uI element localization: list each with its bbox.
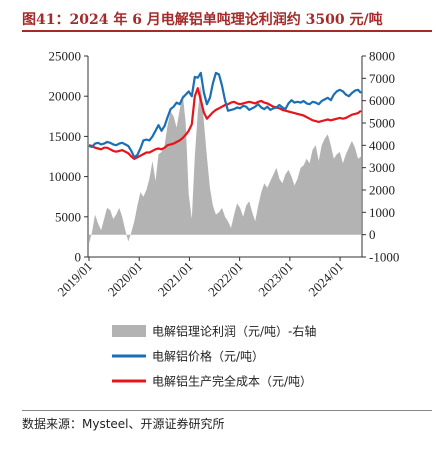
- x-tick-label: 2021/01: [155, 259, 196, 300]
- right-tick-label: 1000: [369, 205, 395, 220]
- chart-area: 0 5000 10000 15000 20000 25000 -1000 0 1000 2000 3…: [49, 49, 400, 389]
- title-underline: [22, 30, 432, 32]
- price-series-line: [88, 71, 362, 159]
- source-divider: [22, 410, 432, 411]
- left-tick-label: 0: [75, 250, 82, 265]
- legend-item-cost: 电解铝生产完全成本（元/吨）: [112, 374, 312, 389]
- right-tick-label: 6000: [369, 93, 395, 108]
- right-tick-label: 0: [369, 227, 376, 242]
- cost-series-line: [88, 87, 362, 161]
- x-tick-label: 2020/01: [105, 259, 146, 300]
- left-tick-label: 5000: [55, 209, 81, 224]
- profit-area: [89, 85, 361, 244]
- title-row: 图41：2024 年 6 月电解铝单吨理论利润约 3500 元/吨: [22, 6, 432, 32]
- right-tick-label: -1000: [369, 250, 399, 265]
- legend-label: 电解铝理论利润（元/吨）-右轴: [152, 324, 316, 339]
- left-tick-label: 10000: [49, 169, 82, 184]
- source-note: 数据来源：Mysteel、开源证券研究所: [22, 417, 225, 431]
- x-tick-label: 2019/01: [54, 259, 95, 300]
- plot-layer: [88, 71, 362, 244]
- right-tick-label: 5000: [369, 116, 395, 131]
- x-tick-label: 2022/01: [205, 259, 246, 300]
- left-tick-label: 25000: [49, 49, 82, 64]
- legend-item-profit: 电解铝理论利润（元/吨）-右轴: [112, 324, 316, 339]
- right-tick-label: 2000: [369, 183, 395, 198]
- right-tick-label: 7000: [369, 71, 395, 86]
- chart-title: 图41：2024 年 6 月电解铝单吨理论利润约 3500 元/吨: [22, 12, 383, 28]
- right-tick-label: 4000: [369, 138, 395, 153]
- left-tick-label: 20000: [49, 89, 82, 104]
- legend-swatch: [112, 325, 146, 337]
- legend-label: 电解铝价格（元/吨）: [152, 349, 264, 364]
- right-tick-label: 3000: [369, 160, 395, 175]
- left-tick-label: 15000: [49, 129, 82, 144]
- x-tick-label: 2024/01: [305, 259, 346, 300]
- x-tick-label: 2023/01: [255, 259, 296, 300]
- legend-label: 电解铝生产完全成本（元/吨）: [152, 374, 312, 389]
- legend-item-price: 电解铝价格（元/吨）: [112, 349, 264, 364]
- right-tick-label: 8000: [369, 49, 395, 64]
